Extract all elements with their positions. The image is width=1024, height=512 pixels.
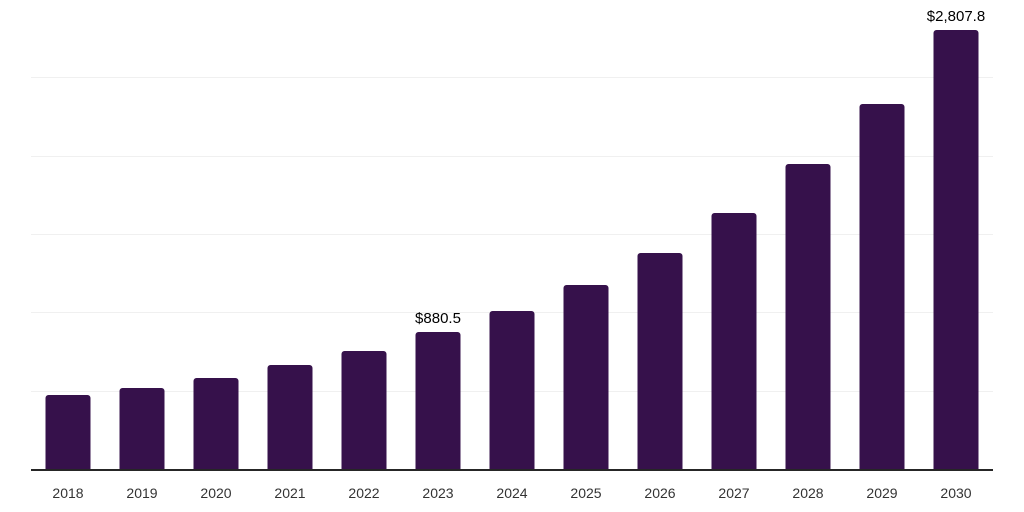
x-tick-label-2022: 2022 [348,485,380,501]
x-tick-label-2030: 2030 [940,485,972,501]
bar-column-2028 [771,0,845,470]
value-label-2030: $2,807.8 [926,8,986,26]
x-tick-label-2027: 2027 [718,485,750,501]
bar-2023 [415,332,461,470]
gridline-2000 [31,155,993,157]
bar-2027 [711,213,757,470]
bar-columns: $880.5 $2,807.8 [31,0,993,470]
bar-2030 [933,30,979,470]
x-tick-label-2029: 2029 [866,485,898,501]
x-tick-label-2024: 2024 [496,485,528,501]
gridline-2500 [31,77,993,79]
x-tick-label-2028: 2028 [792,485,824,501]
bar-column-2020 [179,0,253,470]
bar-column-2025 [549,0,623,470]
x-tick-label-2026: 2026 [644,485,676,501]
plot-area: $880.5 $2,807.8 [31,0,993,470]
x-axis-labels: 2018 2019 2020 2021 2022 2023 2024 2025 2026 2027… [31,485,993,502]
bar-column-2021 [253,0,327,470]
x-tick-label-2019: 2019 [126,485,158,501]
bar-column-2023: $880.5 [401,0,475,470]
x-tick-label-2023: 2023 [422,485,454,501]
x-tick-label-2021: 2021 [274,485,306,501]
bar-2029 [859,104,905,470]
x-tick-label-2020: 2020 [200,485,232,501]
bar-2025 [563,285,609,470]
value-label-2023: $880.5 [415,310,461,328]
bar-column-2030: $2,807.8 [919,0,993,470]
bar-2018 [45,395,91,470]
x-tick-label-2025: 2025 [570,485,602,501]
bar-2028 [785,163,831,470]
x-axis-line [31,469,993,471]
bar-2022 [341,351,387,470]
bar-2019 [119,388,165,470]
bar-column-2026 [623,0,697,470]
bar-2026 [637,253,683,470]
bar-2021 [267,365,313,470]
bar-column-2019 [105,0,179,470]
bar-2024 [489,311,535,470]
bar-2020 [193,378,239,470]
bar-column-2029 [845,0,919,470]
x-tick-label-2018: 2018 [52,485,84,501]
bar-column-2018 [31,0,105,470]
bar-column-2022 [327,0,401,470]
bar-column-2024 [475,0,549,470]
bar-column-2027 [697,0,771,470]
gridline-1500 [31,234,993,235]
